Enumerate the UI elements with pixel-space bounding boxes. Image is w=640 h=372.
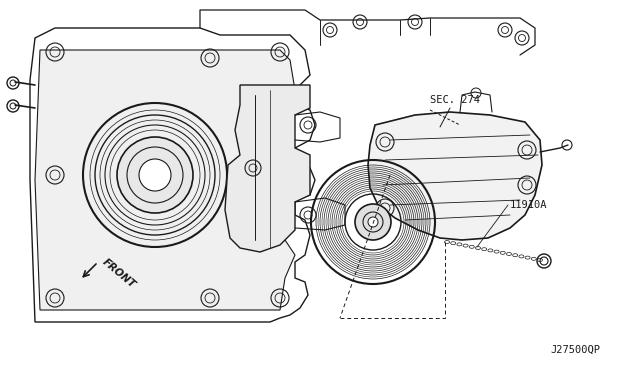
Polygon shape	[225, 85, 310, 252]
Circle shape	[368, 217, 378, 227]
Text: J27500QP: J27500QP	[550, 345, 600, 355]
Text: SEC. 274: SEC. 274	[430, 95, 480, 105]
Text: 11910A: 11910A	[510, 200, 547, 210]
Polygon shape	[35, 50, 295, 310]
Circle shape	[139, 159, 171, 191]
Text: FRONT: FRONT	[100, 257, 137, 290]
Polygon shape	[368, 112, 542, 240]
Circle shape	[355, 204, 391, 240]
Circle shape	[117, 137, 193, 213]
